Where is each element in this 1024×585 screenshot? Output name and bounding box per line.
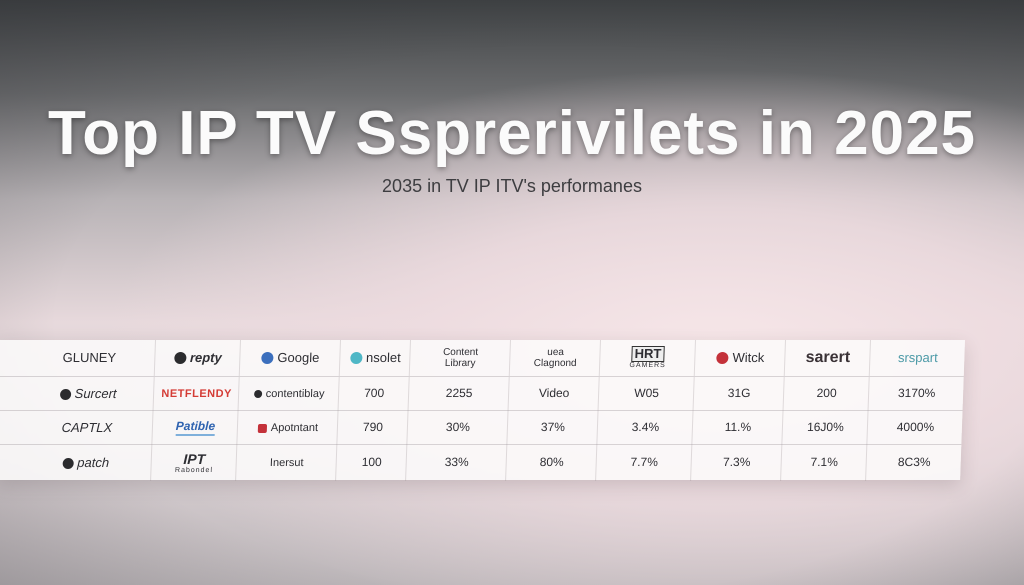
header-cell: GLUNEY [62, 349, 117, 365]
table-cell: W05 [597, 377, 695, 411]
table-cell: Apotntant [236, 411, 339, 445]
table-cell: 7.1% [780, 445, 868, 481]
witck-logo-icon [716, 352, 729, 364]
table-cell: 3.4% [596, 411, 694, 445]
table-cell: 790 [336, 411, 409, 445]
table-cell: 30% [406, 411, 509, 445]
contentiblay-logo-icon [253, 390, 262, 398]
header-cell: Witck [693, 340, 786, 376]
table-cell: 3170% [867, 377, 965, 411]
table-row: patch IPT Rabondel Inersut 100 33% 80% 7.… [0, 444, 963, 481]
table-cell: 8C3% [865, 445, 963, 481]
table-header-row: GLUNEY repty Google nsolet Content Libra… [0, 340, 966, 376]
header-cell: uea Clagnond [508, 340, 601, 376]
table-cell: Surcert [23, 377, 154, 411]
table-cell: 100 [335, 445, 408, 481]
table-cell: 80% [505, 445, 598, 481]
table-cell: IPT Rabondel [150, 445, 238, 481]
patch-logo-icon [62, 457, 74, 469]
table-cell: 200 [782, 377, 870, 411]
nsolet-logo-icon [349, 352, 363, 364]
header-cell: Content Library [408, 340, 511, 376]
table-cell: patch [20, 445, 151, 481]
table-cell: Patible [151, 411, 239, 445]
page-title: Top IP TV Ssprerivilets in 2025 [47, 99, 977, 168]
table-cell: contentiblay [237, 377, 340, 411]
header-cell: sarert [783, 340, 871, 376]
table-cell: Inersut [235, 445, 338, 481]
page-subtitle: 2035 in TV IP ITV's performanes [382, 176, 642, 196]
table-cell: 33% [405, 445, 508, 481]
table-row: Surcert NETFLENDY contentiblay 700 2255 … [0, 376, 965, 411]
table-cell: 37% [506, 411, 599, 445]
surcert-logo-icon [59, 388, 71, 400]
table-cell: 16J0% [781, 411, 869, 445]
table-row: CAPTLX Patible Apotntant 790 30% 37% 3.4… [0, 410, 964, 445]
table-cell: 11.% [691, 411, 784, 445]
comparison-table: GLUNEY repty Google nsolet Content Libra… [0, 340, 966, 481]
table-cell: 2255 [407, 377, 510, 411]
table-cell: 7.7% [595, 445, 693, 481]
header-cell: repty [153, 340, 241, 376]
header-cell: Google [238, 340, 341, 376]
header-cell: nsolet [338, 340, 411, 376]
table-cell: NETFLENDY [152, 377, 240, 411]
table-cell: 4000% [866, 411, 964, 445]
table-cell: Video [507, 377, 600, 411]
table-cell: 700 [337, 377, 410, 411]
table-cell: 7.3% [690, 445, 783, 481]
table-cell: CAPTLX [61, 419, 113, 435]
table-cell: 31G [692, 377, 785, 411]
apotntant-logo-icon [257, 423, 268, 433]
header-cell: srspart [868, 340, 966, 376]
header-cell: HRT GAMERS [598, 340, 696, 376]
repty-logo-icon [173, 352, 187, 364]
google-logo-icon [261, 352, 274, 364]
